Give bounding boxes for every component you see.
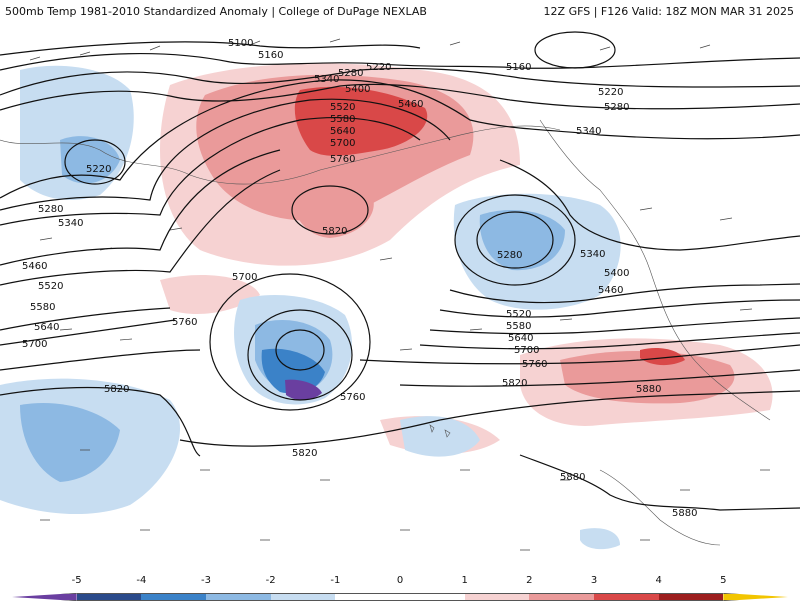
contour-label: 5520: [330, 102, 355, 113]
contour-label: 5760: [330, 154, 355, 165]
contour-label: 5580: [30, 302, 55, 313]
colorbar-tick-label: 2: [526, 575, 533, 586]
contour-label: 5400: [345, 84, 370, 95]
colorbar-tick-label: 0: [396, 575, 404, 586]
height-contours: [0, 31, 800, 511]
contour-label: 5280: [497, 250, 522, 261]
wind-barbs: [29, 38, 770, 551]
contour-label: 5340: [314, 74, 339, 85]
coastlines: [0, 119, 771, 546]
colorbar-tick-label: 1: [461, 575, 468, 586]
contour-label: 5640: [34, 322, 59, 333]
map-canvas: 5100 5160 5220 5280 5340 5400 5460 5520 …: [0, 24, 800, 572]
contour-label: 5880: [636, 384, 661, 395]
contour-label: 5820: [322, 226, 347, 237]
colorbar-tick-label: -1: [330, 575, 341, 586]
valid-time: 12Z GFS | F126 Valid: 18Z MON MAR 31 202…: [543, 5, 794, 18]
contour-label: 5700: [232, 272, 257, 283]
contour-label: 5880: [672, 508, 697, 519]
contour-label: 5580: [506, 321, 531, 332]
contour-label: 5220: [86, 164, 111, 175]
colorbar-tick-label: -2: [265, 575, 276, 586]
contour-labels: 5100 5160 5220 5280 5340 5400 5460 5520 …: [22, 38, 697, 519]
contour-label: 5640: [508, 333, 533, 344]
contour-label: 5100: [228, 38, 253, 49]
contour-label: 5280: [38, 204, 63, 215]
colorbar-tick-label: -3: [201, 575, 211, 586]
map-panel[interactable]: 5100 5160 5220 5280 5340 5400 5460 5520 …: [0, 24, 800, 572]
contour-label: 5340: [576, 126, 601, 137]
contour-label: 5460: [22, 261, 47, 272]
contour-label: 5580: [330, 114, 355, 125]
contour-label: 5880: [560, 472, 585, 483]
contour-label: 5160: [258, 50, 283, 61]
contour-label: 5280: [338, 68, 363, 79]
contour-label: 5220: [366, 62, 391, 73]
contour-label: 5760: [172, 317, 197, 328]
contour-label: 5640: [330, 126, 355, 137]
contour-label: 5760: [522, 359, 547, 370]
colorbar: -5 -4 -3 -2 -1 0 1 2 3 4 5: [0, 572, 800, 601]
contour-label: 5160: [506, 62, 531, 73]
colorbar-tick-label: -4: [136, 575, 147, 586]
contour-label: 5460: [398, 99, 423, 110]
contour-label: 5820: [104, 384, 129, 395]
colorbar-tick-label: 3: [590, 575, 598, 586]
contour-label: 5460: [598, 285, 623, 296]
contour-label: 5340: [58, 218, 83, 229]
contour-label: 5340: [580, 249, 605, 260]
contour-label: 5700: [330, 138, 355, 149]
contour-label: 5700: [22, 339, 47, 350]
contour-label: 5820: [502, 378, 527, 389]
header: 500mb Temp 1981-2010 Standardized Anomal…: [0, 0, 800, 24]
contour-label: 5700: [514, 345, 539, 356]
contour-label: 5280: [604, 102, 629, 113]
contour-label: 5520: [38, 281, 63, 292]
colorbar-tick-label: -5: [71, 575, 82, 586]
contour-label: 5520: [506, 309, 531, 320]
contour-label: 5820: [292, 448, 317, 459]
contour-label: 5400: [604, 268, 629, 279]
colorbar-tick-label: 4: [655, 575, 662, 586]
contour-label: 5220: [598, 87, 623, 98]
map-title: 500mb Temp 1981-2010 Standardized Anomal…: [5, 5, 427, 18]
cold-anomaly-shading: [0, 65, 621, 550]
contour-label: 5760: [340, 392, 365, 403]
colorbar-tick-label: 5: [720, 575, 727, 586]
